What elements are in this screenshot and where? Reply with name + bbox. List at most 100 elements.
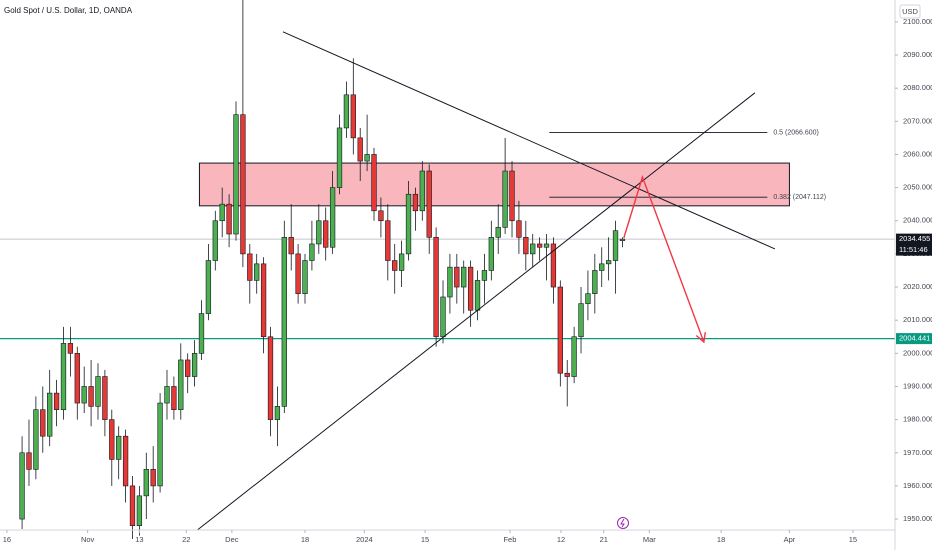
candle-body [205,260,212,314]
y-tick-label: 2070.000 [903,116,932,125]
candle-body [53,392,60,410]
candle-body [454,266,460,288]
candle-body [247,253,253,281]
supply-zone [198,162,790,207]
arrow-head [695,332,706,344]
x-tick-label: Dec [225,535,239,544]
plot-area [0,0,895,539]
candle-body [357,137,363,162]
x-tick-label: 12 [557,535,565,544]
candle-body [274,406,281,420]
candle-body [116,435,122,460]
currency-box[interactable] [899,4,921,19]
candle-body [288,237,294,255]
x-tick-label: 2024 [356,535,373,544]
x-tick-label: 16 [3,535,11,544]
candle-body [481,270,488,281]
candle-body [198,313,205,354]
candle-body [226,203,232,235]
x-tick-label: 22 [182,535,190,544]
candle-body [509,170,515,222]
candle-body [405,193,412,255]
candle-body [323,220,329,248]
candle-body [426,170,432,238]
candle-body [33,409,39,470]
candle-body [267,336,274,420]
candle-body [302,260,308,294]
price-label-box [896,333,932,345]
candle-body [398,253,405,271]
candle-body [599,263,605,271]
candle-body [295,253,301,294]
y-tick-label: 1980.000 [903,415,932,424]
candle-body [122,435,129,487]
y-tick-label: 1960.000 [903,481,932,490]
candle-body [523,237,529,255]
candle-body [81,386,87,404]
price-label: 2004.441 [899,334,930,343]
candle-body [233,114,239,235]
candle-body [543,243,550,248]
candle-body [447,266,453,298]
candle-body [364,154,370,162]
candle-body [171,386,177,410]
candle-body [60,343,67,410]
candle-body [585,293,591,304]
candle-body [336,127,343,188]
candle-body [88,386,94,407]
price-label-box [896,233,932,256]
y-tick-label: 1970.000 [903,448,932,457]
candle-body [157,402,163,487]
x-tick-label: Apr [784,535,796,544]
y-tick-label: 2040.000 [903,216,932,225]
candle-body [495,227,501,238]
candle-body [316,220,322,245]
candle-body [516,220,522,238]
y-tick-label: 2090.000 [903,50,932,59]
candle-body [164,386,170,404]
y-tick-label: 2060.000 [903,149,932,158]
y-tick-label: 2020.000 [903,282,932,291]
candle-body [47,392,53,437]
candle-body [488,237,494,271]
candle-body [102,376,108,420]
chart-title: Gold Spot / U.S. Dollar, 1D, OANDA [4,6,133,15]
x-tick-label: Feb [503,535,516,544]
y-tick-label: 1990.000 [903,381,932,390]
candle-body [371,154,377,212]
candle-body [26,452,32,470]
candle-body [385,220,391,261]
y-tick-label: 2010.000 [903,315,932,324]
candle-body [530,243,536,255]
candle-body [502,170,508,228]
candle-body [260,263,267,338]
currency-label[interactable]: USD [902,7,918,16]
x-tick-label: 13 [135,535,143,544]
candle-body [440,296,446,338]
x-tick-label: 15 [421,535,429,544]
y-tick-label: 2050.000 [903,183,932,192]
candle-body [178,359,184,410]
event-icon-bolt [620,518,625,528]
y-tick-label: 2080.000 [903,83,932,92]
candle-body [240,114,246,255]
candle-body [191,353,198,377]
candle-body [309,243,315,261]
candle-body [536,243,543,248]
candle-body [219,203,225,222]
candle-body [461,266,467,288]
candle-body [605,260,612,265]
candle-body [619,238,626,241]
candle-body [329,187,336,248]
candle-body [571,336,577,377]
candle-body [467,266,474,311]
candle-body [185,359,191,377]
event-icon[interactable] [617,517,629,529]
x-tick-label: 18 [301,535,309,544]
y-tick-label: 2000.000 [903,348,932,357]
candle-body [40,409,46,437]
fib-label: 0.5 (2066.600) [773,129,819,136]
forecast-arrow [623,174,705,343]
candle-body [19,452,25,520]
candle-body [578,303,584,338]
